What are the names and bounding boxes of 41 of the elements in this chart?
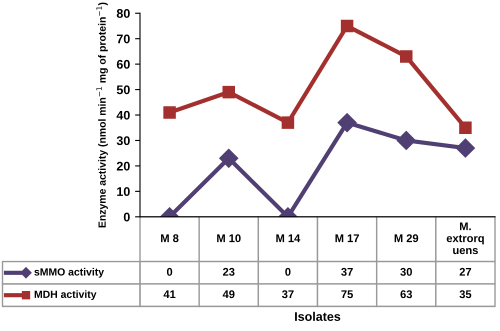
data-label: 41 <box>164 290 176 298</box>
x-tick-label: M 8 <box>161 234 179 242</box>
y-tick-label: 80 <box>116 9 130 18</box>
point <box>222 86 235 98</box>
x-tick-label: M 29 <box>394 234 418 242</box>
point <box>219 148 238 168</box>
data-label: 37 <box>341 268 353 276</box>
legend-label: MDH activity <box>34 290 96 300</box>
y-tick-label: 70 <box>116 34 130 44</box>
point <box>338 113 357 132</box>
x-tick-label: M 10 <box>217 234 241 242</box>
data-label: 27 <box>460 268 472 276</box>
y-tick-label: 60 <box>116 60 130 69</box>
x-tick-label: M 14 <box>276 234 300 242</box>
data-label: 0 <box>285 268 291 276</box>
y-tick-label: 40 <box>116 110 130 120</box>
point <box>400 50 412 63</box>
point <box>396 130 416 150</box>
data-label: 0 <box>166 268 172 276</box>
y-tick-label: 10 <box>117 187 130 196</box>
legend-label: sMMO activity <box>34 268 104 278</box>
x-axis-title: Isolates <box>295 312 340 321</box>
data-label: 30 <box>400 268 412 276</box>
data-label: 37 <box>282 290 294 298</box>
y-tick-label: 50 <box>116 85 130 94</box>
y-axis-title: Enzyme activity (nmol min$^{−1}$ mg of protein$^{−1}$) <box>96 2 108 228</box>
y-tick-label: 30 <box>116 136 130 146</box>
point <box>163 106 176 119</box>
point <box>459 121 472 134</box>
y-tick-label: 20 <box>116 162 130 171</box>
data-label: 63 <box>400 290 412 298</box>
point <box>282 116 294 129</box>
data-label: 49 <box>222 290 235 298</box>
data-label: 23 <box>222 268 235 276</box>
x-tick-label: M. extrorquens <box>446 222 484 254</box>
data-label: 35 <box>459 290 472 298</box>
point <box>340 20 354 32</box>
x-tick-label: M 17 <box>335 234 359 242</box>
point <box>456 138 475 158</box>
data-label: 75 <box>341 290 353 298</box>
y-tick-label: 0 <box>124 212 130 222</box>
